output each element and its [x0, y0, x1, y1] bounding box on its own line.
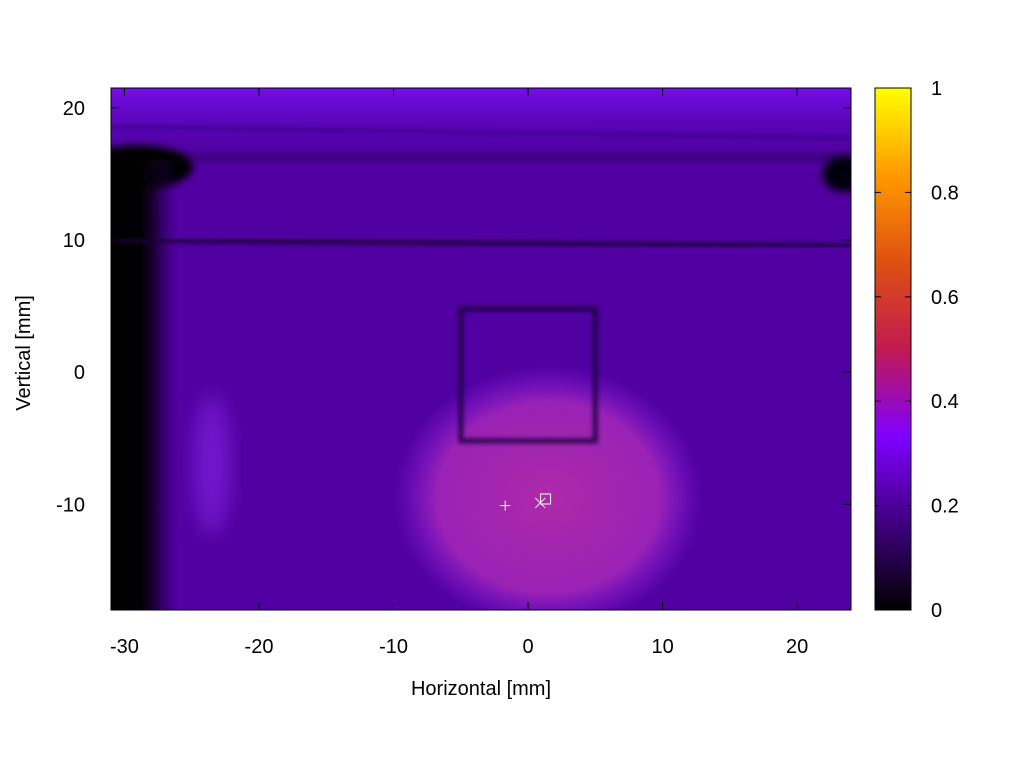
marker-plus — [500, 500, 511, 511]
colorbar-tick-label: 1 — [931, 78, 942, 100]
plot-frame — [110, 87, 852, 611]
x-tick-label: 20 — [786, 636, 808, 658]
heatmap-plot-area — [111, 88, 851, 610]
y-tick-label: 0 — [74, 362, 85, 384]
grid-line-horizontal-upper — [111, 124, 851, 140]
x-tick-label: -20 — [245, 636, 274, 658]
colorbar: 0 0.2 0.4 0.6 0.8 1 — [874, 78, 959, 622]
left-glow — [193, 394, 230, 535]
top-bright-band — [111, 88, 851, 155]
x-tick-label: 10 — [652, 636, 674, 658]
y-tick-label: 20 — [63, 98, 85, 120]
colorbar-tick-label: 0.4 — [931, 391, 959, 413]
dark-left-core — [111, 160, 145, 610]
dark-top-band — [111, 152, 851, 163]
x-tick-label: 0 — [523, 636, 534, 658]
markers-layer — [500, 493, 552, 511]
y-tick-label: -10 — [56, 494, 85, 516]
colorbar-tick-label: 0 — [931, 600, 942, 622]
grid-line-horizontal-2 — [111, 237, 851, 249]
x-tick-label: -30 — [110, 636, 139, 658]
x-tick-label: -10 — [379, 636, 408, 658]
colorbar-tick-label: 0.6 — [931, 287, 959, 309]
colorbar-tick-label: 0.2 — [931, 496, 959, 518]
colorbar-tick-label: 0.8 — [931, 182, 959, 204]
inner-box — [458, 306, 598, 444]
y-axis-label: Vertical [mm] — [13, 295, 35, 411]
y-tick-label: 10 — [63, 230, 85, 252]
y-axis: -10 0 10 20 — [56, 98, 851, 516]
dark-top-right-blob — [822, 155, 851, 192]
colorbar-gradient — [874, 87, 912, 611]
marker-square — [540, 493, 552, 505]
x-axis-label: Horizontal [mm] — [411, 678, 551, 700]
x-axis: -30 -20 -10 0 10 20 — [110, 88, 808, 658]
bright-region — [393, 365, 703, 610]
